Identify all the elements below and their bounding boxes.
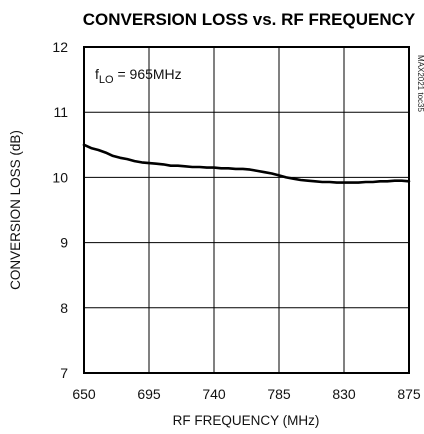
x-tick-labels: 650 695 740 785 830 875 (72, 386, 421, 402)
chart-title: CONVERSION LOSS vs. RF FREQUENCY (83, 10, 416, 29)
y-axis-label: CONVERSION LOSS (dB) (8, 130, 23, 290)
series-line (82, 143, 411, 184)
x-axis-label: RF FREQUENCY (MHz) (173, 413, 320, 428)
x-tick-label: 650 (72, 386, 96, 402)
y-tick-label: 8 (60, 300, 68, 316)
x-tick-label: 740 (202, 386, 226, 402)
annotation-prefix: f (95, 66, 99, 82)
annotation-subscript: LO (99, 74, 114, 86)
x-tick-label: 830 (332, 386, 356, 402)
y-tick-labels: 7 8 9 10 11 12 (52, 39, 68, 381)
y-tick-label: 10 (52, 169, 68, 185)
annotation-value: = 965MHz (114, 66, 182, 82)
x-tick-label: 785 (267, 386, 291, 402)
y-tick-label: 12 (52, 39, 68, 55)
y-tick-label: 11 (53, 104, 68, 120)
figure-id-label: MAX2021 toc35 (416, 55, 424, 112)
y-tick-label: 7 (60, 365, 68, 381)
x-tick-label: 875 (397, 386, 421, 402)
plot-frame (83, 46, 410, 374)
x-tick-label: 695 (137, 386, 161, 402)
grid (84, 47, 409, 373)
lo-frequency-annotation: fLO = 965MHz (95, 66, 182, 86)
y-tick-label: 9 (60, 235, 68, 251)
